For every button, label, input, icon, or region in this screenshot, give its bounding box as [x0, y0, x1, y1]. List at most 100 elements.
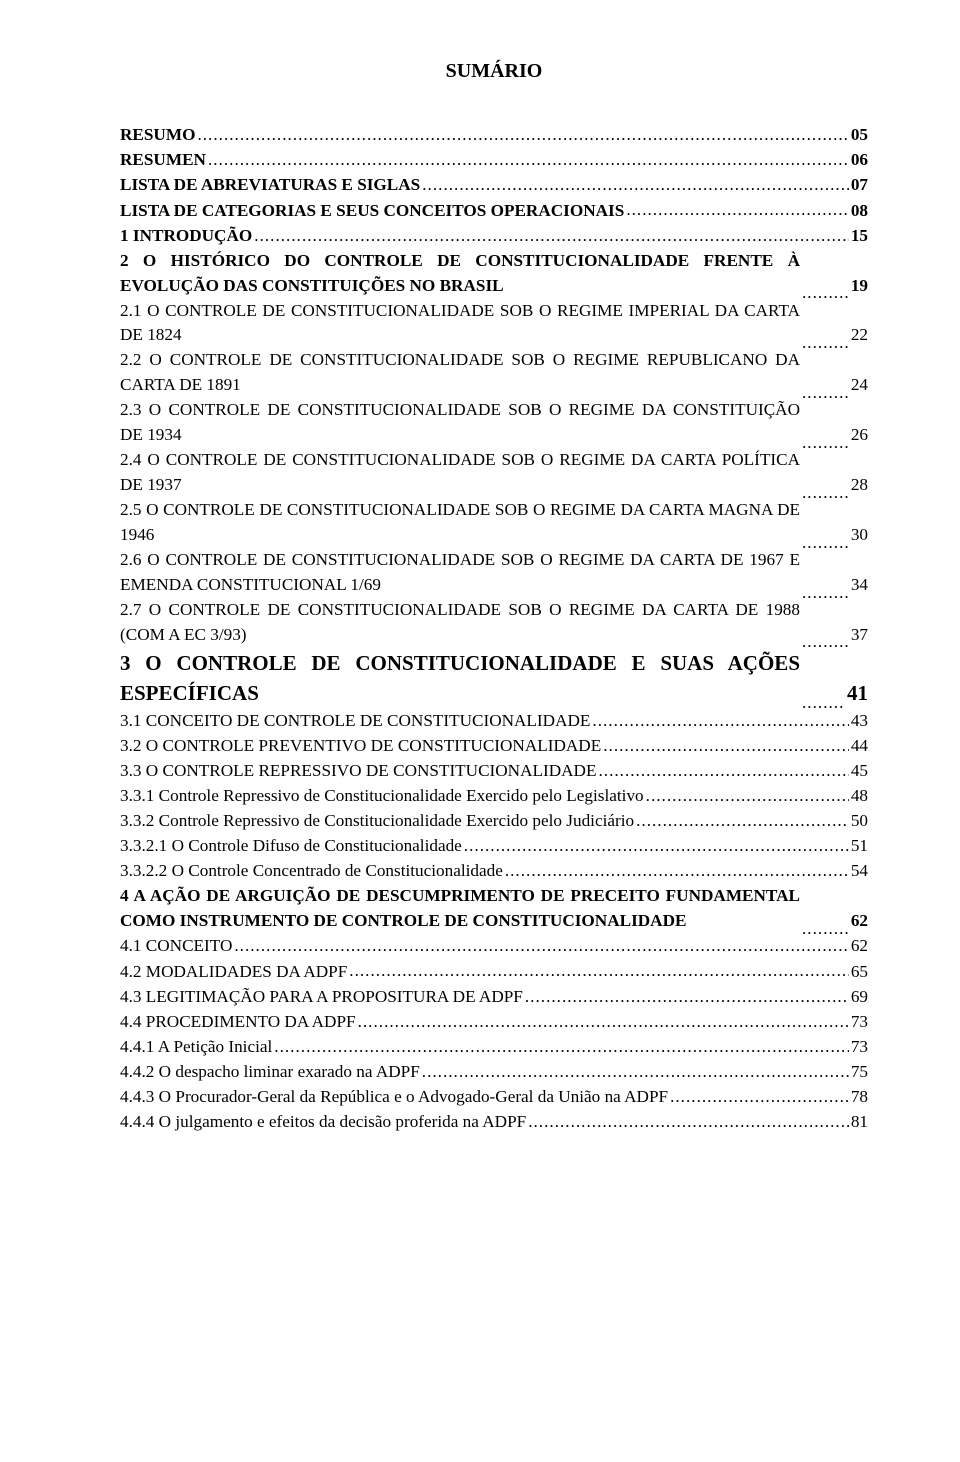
toc-leader [802, 531, 849, 548]
toc-entry-page: 48 [851, 784, 868, 809]
toc-entry: 2.2 O CONTROLE DE CONSTITUCIONALIDADE SO… [120, 348, 868, 398]
toc-entry-page: 41 [847, 678, 868, 708]
toc-entry-label: 3.3.2 Controle Repressivo de Constitucio… [120, 809, 634, 834]
toc-entry-label: 3.1 CONCEITO DE CONTROLE DE CONSTITUCION… [120, 709, 590, 734]
toc-entry-page: 81 [851, 1110, 868, 1135]
toc-entry-label: 4.4 PROCEDIMENTO DA ADPF [120, 1010, 356, 1035]
toc-entry-page: 37 [851, 623, 868, 648]
toc-leader [802, 691, 845, 708]
toc-entry: 4.4.2 O despacho liminar exarado na ADPF… [120, 1060, 868, 1085]
toc-entry-label: LISTA DE ABREVIATURAS E SIGLAS [120, 173, 420, 198]
toc-entry-page: 30 [851, 523, 868, 548]
toc-leader [592, 709, 848, 726]
table-of-contents: RESUMO05RESUMEN06LISTA DE ABREVIATURAS E… [120, 123, 868, 1135]
toc-leader [802, 481, 849, 498]
toc-entry: 2.7 O CONTROLE DE CONSTITUCIONALIDADE SO… [120, 598, 868, 648]
toc-entry: 3.3.1 Controle Repressivo de Constitucio… [120, 784, 868, 809]
toc-leader [505, 859, 849, 876]
toc-entry: 4.1 CONCEITO 62 [120, 934, 868, 959]
toc-entry: 4.3 LEGITIMAÇÃO PARA A PROPOSITURA DE AD… [120, 985, 868, 1010]
toc-entry-page: 06 [851, 148, 868, 173]
toc-leader [670, 1085, 849, 1102]
toc-entry-label: 2.7 O CONTROLE DE CONSTITUCIONALIDADE SO… [120, 598, 800, 648]
toc-entry-page: 19 [851, 274, 868, 299]
toc-entry-page: 45 [851, 759, 868, 784]
toc-entry-label: 2.2 O CONTROLE DE CONSTITUCIONALIDADE SO… [120, 348, 800, 398]
toc-entry: 3.3.2.1 O Controle Difuso de Constitucio… [120, 834, 868, 859]
toc-entry-label: 3 O CONTROLE DE CONSTITUCIONALIDADE E SU… [120, 648, 800, 709]
toc-entry-label: 2 O HISTÓRICO DO CONTROLE DE CONSTITUCIO… [120, 249, 800, 299]
toc-entry-page: 34 [851, 573, 868, 598]
toc-leader [626, 198, 849, 215]
toc-entry: 4.4.4 O julgamento e efeitos da decisão … [120, 1110, 868, 1135]
toc-entry-page: 28 [851, 473, 868, 498]
toc-entry: 1 INTRODUÇÃO15 [120, 224, 868, 249]
toc-entry-label: 2.4 O CONTROLE DE CONSTITUCIONALIDADE SO… [120, 448, 800, 498]
toc-entry: RESUMO 05 [120, 123, 868, 148]
toc-entry: 2.4 O CONTROLE DE CONSTITUCIONALIDADE SO… [120, 448, 868, 498]
toc-entry: LISTA DE CATEGORIAS E SEUS CONCEITOS OPE… [120, 198, 868, 223]
toc-entry-page: 62 [851, 909, 868, 934]
toc-entry-page: 51 [851, 834, 868, 859]
toc-leader [528, 1110, 849, 1127]
toc-entry-label: 3.3.2.1 O Controle Difuso de Constitucio… [120, 834, 462, 859]
toc-entry-label: 3.3.2.2 O Controle Concentrado de Consti… [120, 859, 503, 884]
toc-leader [802, 581, 849, 598]
toc-leader [197, 123, 848, 140]
toc-entry-label: 2.6 O CONTROLE DE CONSTITUCIONALIDADE SO… [120, 548, 800, 598]
toc-entry-label: 2.3 O CONTROLE DE CONSTITUCIONALIDADE SO… [120, 398, 800, 448]
toc-entry-label: 1 INTRODUÇÃO [120, 224, 252, 249]
toc-entry: 3 O CONTROLE DE CONSTITUCIONALIDADE E SU… [120, 648, 868, 709]
toc-leader [802, 331, 849, 348]
toc-entry-page: 62 [851, 934, 868, 959]
toc-entry-page: 75 [851, 1060, 868, 1085]
toc-leader [349, 959, 849, 976]
toc-entry: 2 O HISTÓRICO DO CONTROLE DE CONSTITUCIO… [120, 249, 868, 299]
toc-entry: 4.4.1 A Petição Inicial 73 [120, 1035, 868, 1060]
toc-entry-label: 4.4.1 A Petição Inicial [120, 1035, 272, 1060]
toc-entry: 3.2 O CONTROLE PREVENTIVO DE CONSTITUCIO… [120, 734, 868, 759]
toc-entry-label: 4.4.4 O julgamento e efeitos da decisão … [120, 1110, 526, 1135]
toc-entry-label: 4.2 MODALIDADES DA ADPF [120, 960, 347, 985]
toc-entry: LISTA DE ABREVIATURAS E SIGLAS 07 [120, 173, 868, 198]
toc-entry-label: 4.3 LEGITIMAÇÃO PARA A PROPOSITURA DE AD… [120, 985, 523, 1010]
toc-entry: 2.6 O CONTROLE DE CONSTITUCIONALIDADE SO… [120, 548, 868, 598]
toc-entry: 3.1 CONCEITO DE CONTROLE DE CONSTITUCION… [120, 709, 868, 734]
toc-entry-page: 07 [851, 173, 868, 198]
toc-entry-label: 3.2 O CONTROLE PREVENTIVO DE CONSTITUCIO… [120, 734, 601, 759]
page-title: SUMÁRIO [120, 60, 868, 83]
toc-entry: 3.3 O CONTROLE REPRESSIVO DE CONSTITUCIO… [120, 759, 868, 784]
toc-entry-label: 3.3 O CONTROLE REPRESSIVO DE CONSTITUCIO… [120, 759, 596, 784]
toc-leader [358, 1010, 849, 1027]
toc-leader [603, 734, 849, 751]
toc-entry-page: 73 [851, 1035, 868, 1060]
toc-leader [802, 917, 849, 934]
toc-entry: 2.1 O CONTROLE DE CONSTITUCIONALIDADE SO… [120, 299, 868, 349]
toc-entry-page: 26 [851, 423, 868, 448]
toc-entry-page: 65 [851, 960, 868, 985]
toc-entry-page: 54 [851, 859, 868, 884]
toc-entry-label: 4.4.3 O Procurador-Geral da República e … [120, 1085, 668, 1110]
toc-entry-label: LISTA DE CATEGORIAS E SEUS CONCEITOS OPE… [120, 199, 624, 224]
toc-entry: 4 A AÇÃO DE ARGUIÇÃO DE DESCUMPRIMENTO D… [120, 884, 868, 934]
toc-entry-page: 05 [851, 123, 868, 148]
toc-leader [422, 173, 849, 190]
toc-entry-page: 44 [851, 734, 868, 759]
toc-entry: 3.3.2.2 O Controle Concentrado de Consti… [120, 859, 868, 884]
toc-entry-label: RESUMEN [120, 148, 206, 173]
toc-entry-label: RESUMO [120, 123, 195, 148]
toc-entry-label: 4 A AÇÃO DE ARGUIÇÃO DE DESCUMPRIMENTO D… [120, 884, 800, 934]
toc-entry: 2.3 O CONTROLE DE CONSTITUCIONALIDADE SO… [120, 398, 868, 448]
toc-leader [802, 281, 849, 298]
toc-entry-page: 50 [851, 809, 868, 834]
toc-entry-page: 22 [851, 323, 868, 348]
toc-entry: 4.2 MODALIDADES DA ADPF 65 [120, 959, 868, 984]
toc-leader [636, 809, 849, 826]
toc-entry-page: 24 [851, 373, 868, 398]
toc-entry-label: 3.3.1 Controle Repressivo de Constitucio… [120, 784, 644, 809]
toc-entry-page: 43 [851, 709, 868, 734]
toc-leader [802, 431, 849, 448]
toc-entry-label: 2.1 O CONTROLE DE CONSTITUCIONALIDADE SO… [120, 299, 800, 349]
toc-leader [802, 381, 849, 398]
toc-entry-label: 4.1 CONCEITO [120, 934, 232, 959]
